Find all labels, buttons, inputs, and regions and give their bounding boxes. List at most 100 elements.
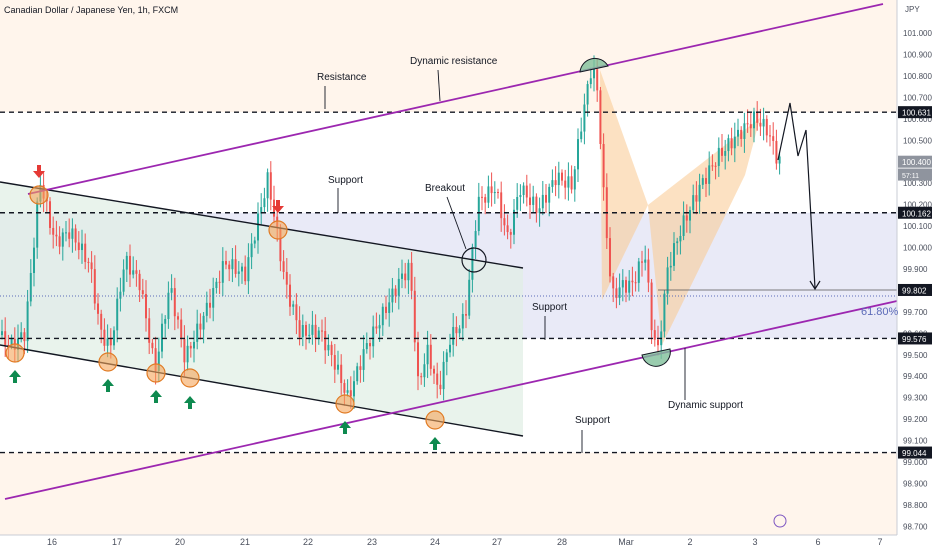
candle-body xyxy=(333,355,336,370)
x-tick-label: 16 xyxy=(47,537,57,547)
candle-body xyxy=(653,330,656,340)
candle-body xyxy=(509,232,512,235)
candle-body xyxy=(711,165,714,167)
candle-body xyxy=(237,271,240,274)
candle-body xyxy=(167,292,170,320)
y-tick-label: 99.500 xyxy=(903,351,928,360)
candle-body xyxy=(541,194,544,209)
y-tick-label: 100.500 xyxy=(903,136,932,145)
candle-body xyxy=(301,324,304,338)
price-label-bg xyxy=(898,206,932,219)
candle-body xyxy=(228,264,231,270)
candle-body xyxy=(625,280,627,293)
candle-body xyxy=(209,302,211,308)
price-label: 100.631 xyxy=(902,109,931,118)
candle-body xyxy=(77,242,80,251)
touch-marker xyxy=(29,185,49,205)
support-top-label: Support xyxy=(328,175,363,186)
candle-body xyxy=(250,243,253,258)
candle-body xyxy=(244,266,247,282)
up-arrow xyxy=(9,370,21,383)
touch-marker xyxy=(335,394,355,414)
candle-body xyxy=(701,178,704,185)
candle-body xyxy=(180,319,183,340)
candle-body xyxy=(266,172,269,199)
candle-body xyxy=(106,338,109,346)
candle-body xyxy=(746,123,749,125)
candle-body xyxy=(298,320,301,338)
up-arrow xyxy=(102,379,114,392)
candle-body xyxy=(698,184,701,202)
candle-body xyxy=(196,323,199,342)
candle-body xyxy=(762,118,765,127)
candle-body xyxy=(346,390,349,393)
candle-body xyxy=(689,210,691,221)
candle-body xyxy=(433,368,435,374)
candle-body xyxy=(490,186,493,194)
projection-arrowhead xyxy=(809,280,821,291)
candle-body xyxy=(596,69,599,91)
candle-body xyxy=(401,273,403,279)
candle-body xyxy=(189,345,192,349)
descending-channel-fill xyxy=(0,182,523,436)
candle-body xyxy=(631,280,634,283)
candle-body xyxy=(679,235,682,242)
candle-body xyxy=(135,270,138,274)
candle-body xyxy=(532,196,535,205)
annotation-pointer xyxy=(446,196,467,250)
candle-body xyxy=(113,330,115,346)
candle-body xyxy=(589,78,592,85)
candle-body xyxy=(666,267,669,294)
chart-title: Canadian Dollar / Japanese Yen, 1h, FXCM xyxy=(4,5,178,15)
candle-body xyxy=(593,69,595,79)
candle-body xyxy=(407,262,410,281)
candle-body xyxy=(327,344,330,351)
down-arrow xyxy=(272,200,284,213)
candle-body xyxy=(1,331,3,336)
candle-body xyxy=(775,140,778,164)
candle-body xyxy=(497,191,499,193)
candle-body xyxy=(311,324,314,335)
x-tick-label: 23 xyxy=(367,537,377,547)
y-tick-label: 100.200 xyxy=(903,201,932,210)
candle-body xyxy=(362,349,365,370)
candle-body xyxy=(673,243,675,266)
price-label-bg xyxy=(898,446,932,459)
candle-body xyxy=(151,342,154,349)
price-label: 99.802 xyxy=(902,286,927,295)
y-tick-label: 99.900 xyxy=(903,265,928,274)
candle-body xyxy=(429,344,432,369)
x-tick-label: 3 xyxy=(752,537,757,547)
candle-body xyxy=(241,266,243,272)
candle-body xyxy=(573,169,576,190)
candle-body xyxy=(164,319,167,324)
x-tick-label: 28 xyxy=(557,537,567,547)
candle-body xyxy=(148,318,151,343)
candle-body xyxy=(183,339,186,363)
candle-body xyxy=(170,288,173,293)
y-tick-label: 100.600 xyxy=(903,115,932,124)
upper-zone xyxy=(0,0,897,113)
candle-body xyxy=(426,344,429,365)
candle-body xyxy=(58,236,61,247)
x-tick-label: Mar xyxy=(618,537,634,547)
candle-body xyxy=(247,257,250,282)
down-arrow xyxy=(33,165,45,178)
dynamic-resistance-line xyxy=(27,3,884,195)
candle-body xyxy=(676,241,679,244)
candle-body xyxy=(141,290,144,295)
candle-body xyxy=(122,269,125,292)
candle-body xyxy=(87,261,90,263)
candle-body xyxy=(177,316,179,320)
candle-body xyxy=(260,207,263,214)
candle-body xyxy=(4,331,7,345)
candle-body xyxy=(628,280,631,293)
candle-body xyxy=(516,197,519,210)
candle-body xyxy=(692,195,695,211)
price-label-bg xyxy=(898,283,932,296)
candle-body xyxy=(314,324,317,339)
candle-body xyxy=(618,287,621,299)
candle-body xyxy=(381,306,384,326)
candle-body xyxy=(714,165,717,167)
x-tick-label: 21 xyxy=(240,537,250,547)
